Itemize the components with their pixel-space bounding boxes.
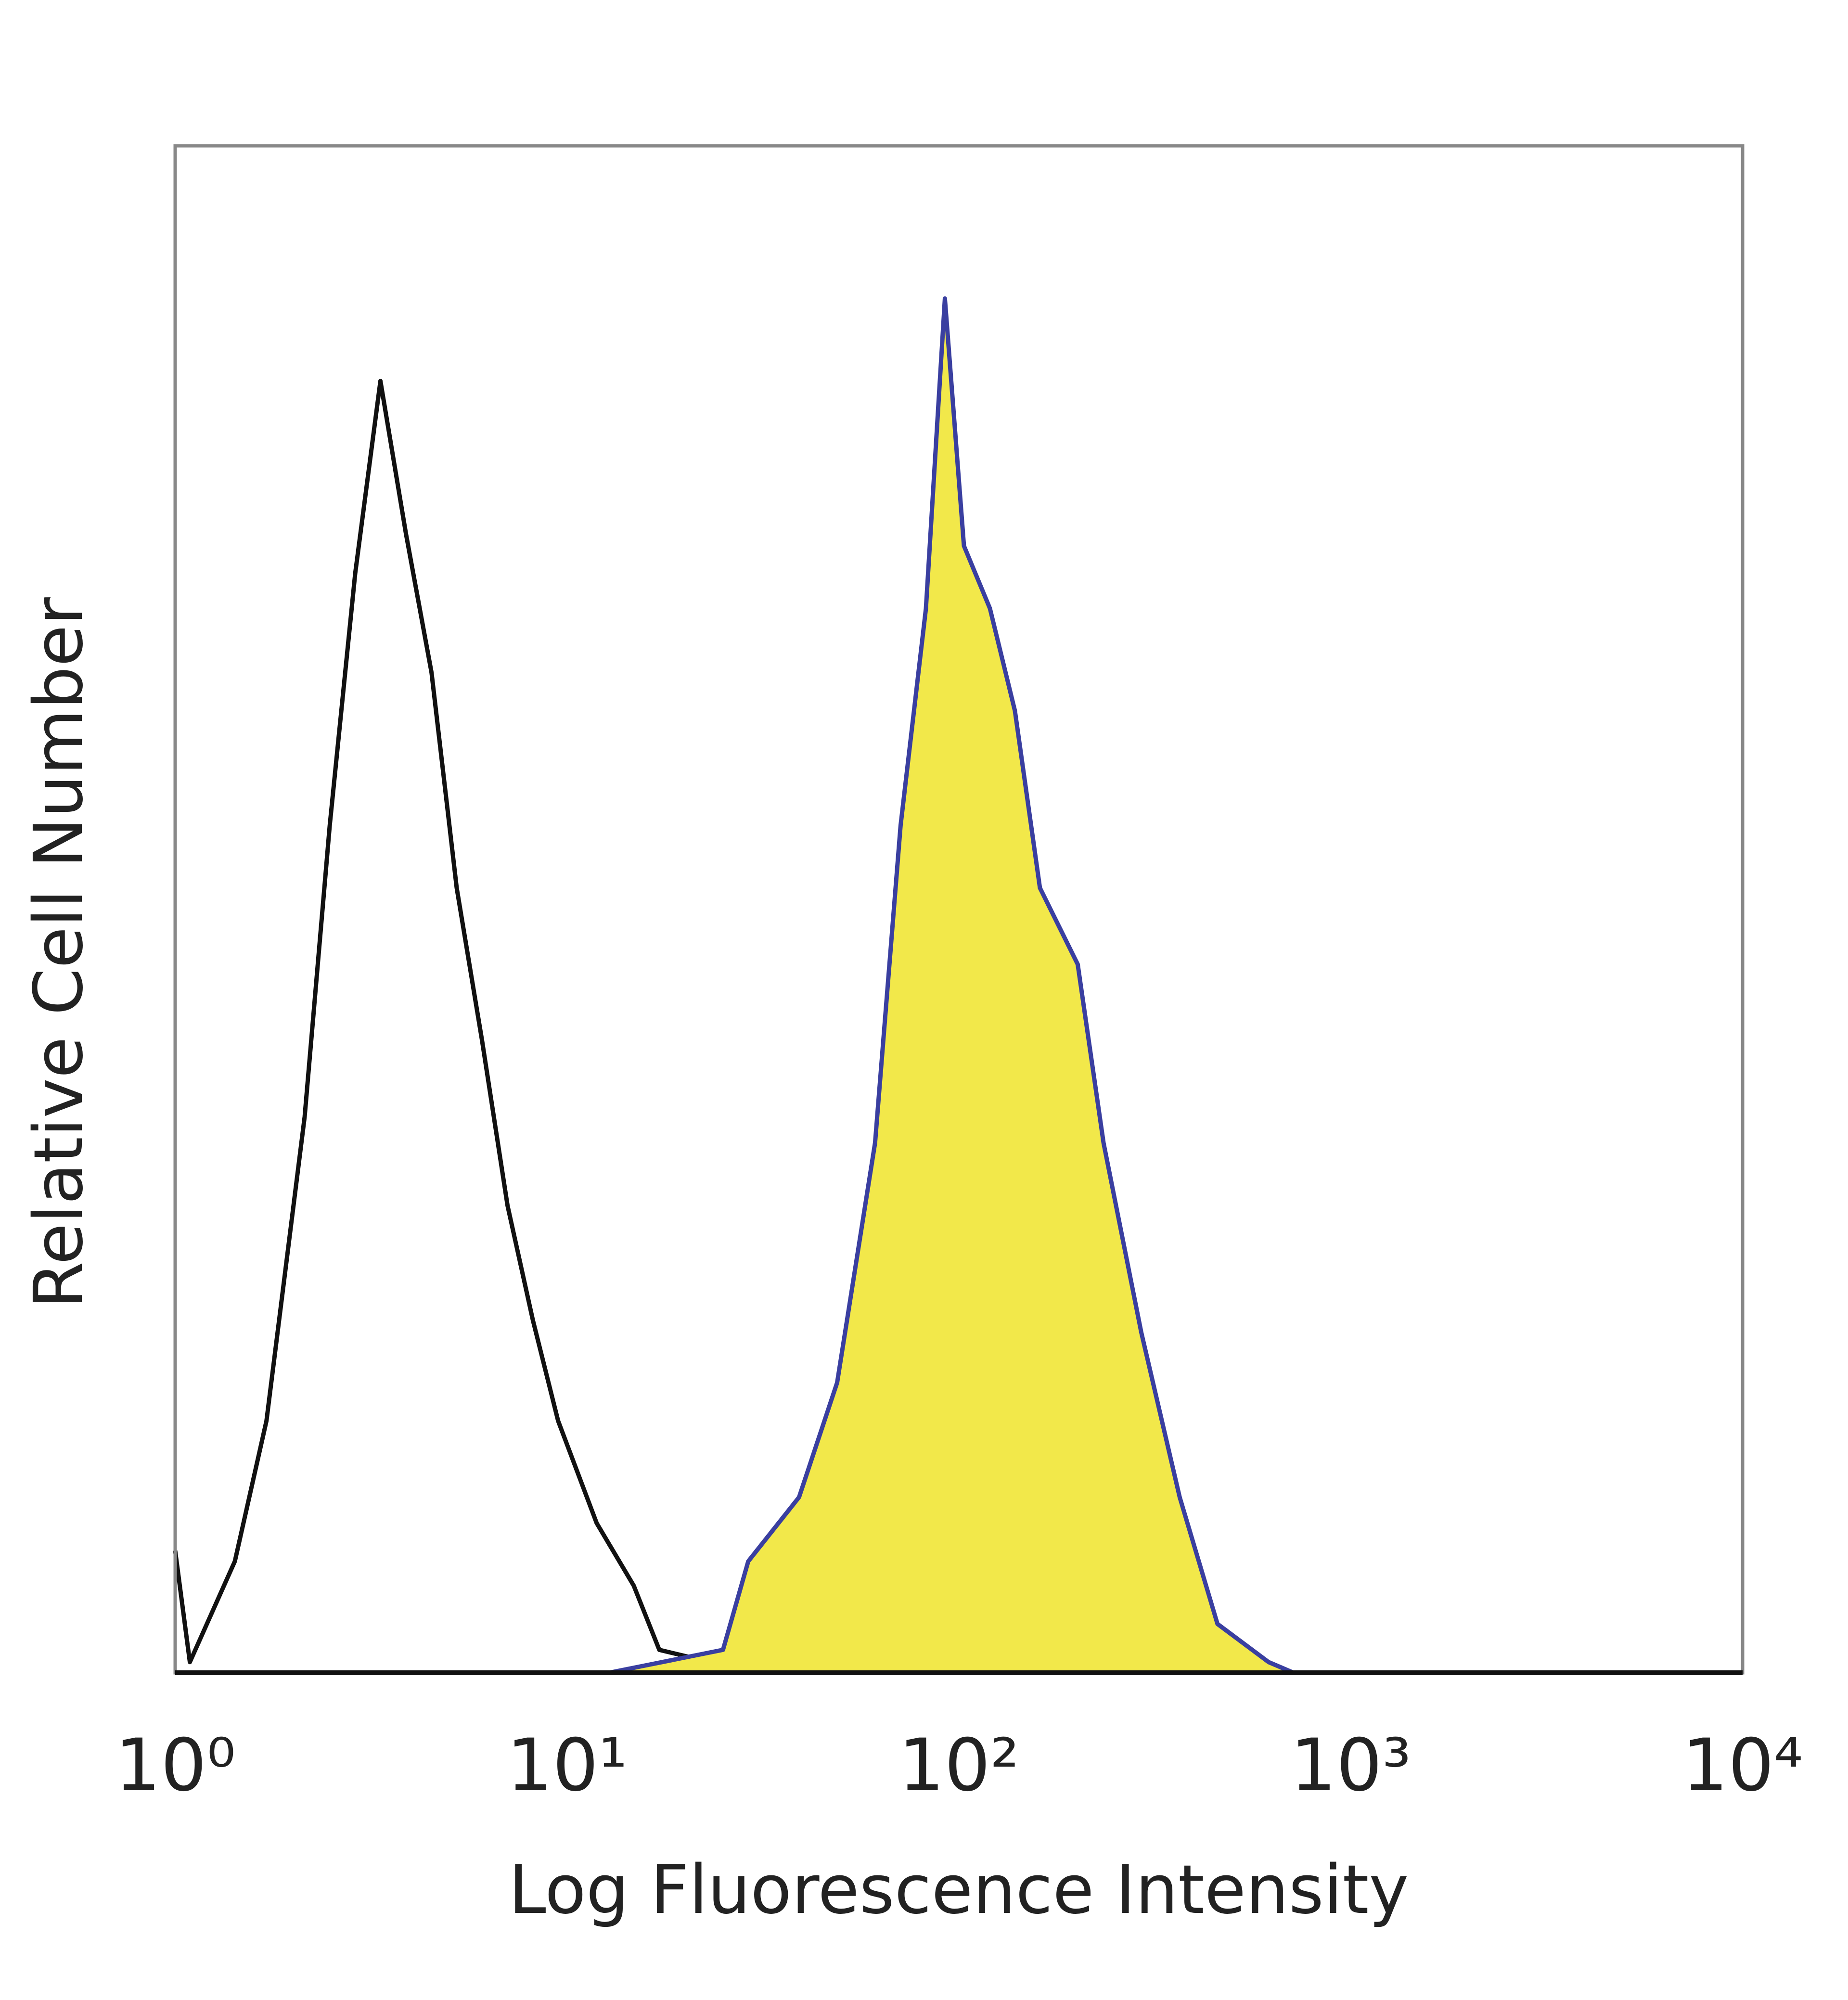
x-tick-label: 10²: [898, 1724, 1019, 1808]
histogram-line: [173, 379, 762, 1675]
x-axis-label: Log Fluorescence Intensity: [509, 1851, 1409, 1929]
x-tick-label: 10⁰: [115, 1724, 235, 1808]
x-tick-label: 10⁴: [1682, 1724, 1803, 1808]
histogram-line: [607, 296, 1296, 1675]
y-axis-label: Relative Cell Number: [20, 597, 98, 1308]
x-tick-label: 10¹: [507, 1724, 628, 1808]
x-tick-label: 10³: [1290, 1724, 1411, 1808]
